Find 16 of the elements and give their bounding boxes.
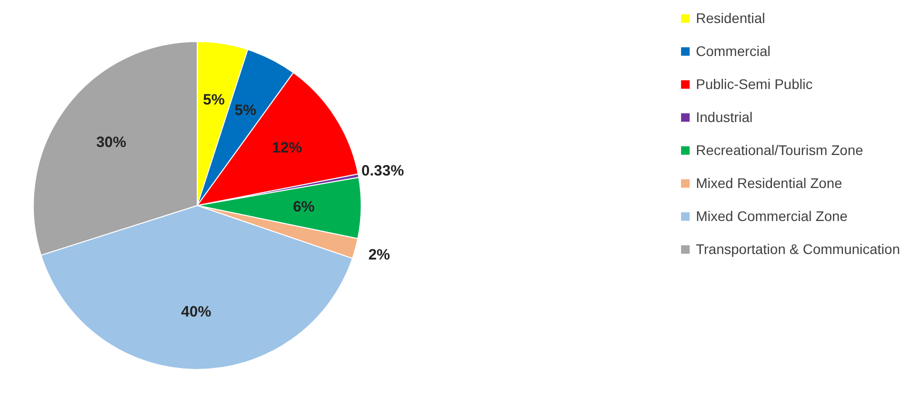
data-label: 40% (181, 304, 212, 321)
data-label: 2% (368, 246, 390, 264)
legend-label: Industrial (696, 109, 753, 125)
data-label: 5% (234, 102, 256, 119)
data-label: 12% (272, 140, 302, 157)
legend-label: Recreational/Tourism Zone (696, 142, 864, 158)
data-label: 30% (96, 134, 126, 152)
legend-label: Residential (696, 10, 766, 26)
legend-label: Public-Semi Public (696, 76, 813, 92)
legend-label: Mixed Commercial Zone (696, 208, 848, 224)
legend-label: Commercial (696, 43, 771, 59)
data-label: 6% (292, 198, 315, 216)
data-label: 5% (203, 92, 225, 109)
legend-label: Transportation & Communication (696, 241, 900, 257)
legend-label: Mixed Residential Zone (696, 175, 842, 191)
data-label: 0.33% (361, 162, 404, 180)
